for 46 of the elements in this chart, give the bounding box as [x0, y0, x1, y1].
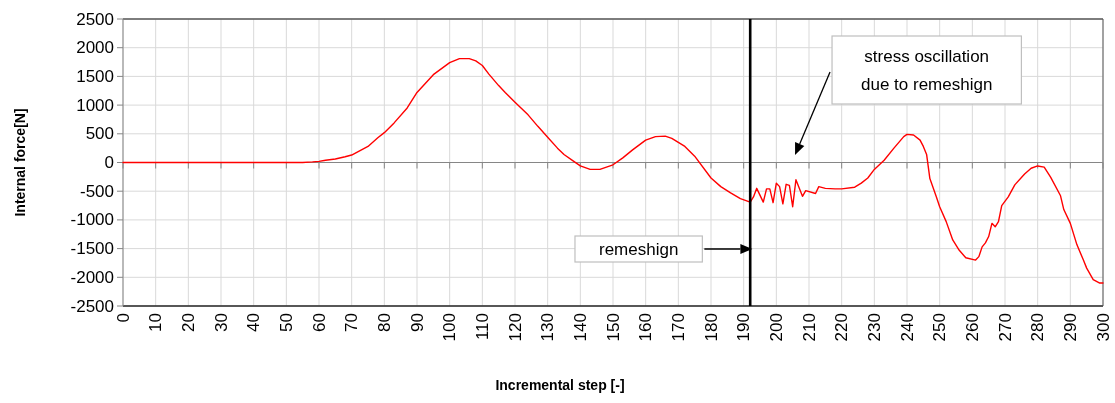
x-tick-label: 90 — [407, 313, 427, 332]
x-tick-label: 250 — [930, 313, 950, 342]
x-tick-label: 200 — [766, 313, 786, 342]
x-tick-label: 230 — [864, 313, 884, 342]
x-tick-label: 180 — [701, 313, 721, 342]
x-tick-label: 110 — [472, 313, 492, 341]
y-tick-label: -500 — [79, 181, 114, 201]
y-tick-label: -2000 — [70, 267, 114, 287]
y-tick-label: 1500 — [76, 66, 114, 86]
y-tick-label: 2000 — [76, 38, 114, 58]
x-tick-label: 270 — [995, 313, 1015, 342]
y-axis-title: Internal force[N] — [12, 108, 28, 217]
x-tick-label: 160 — [636, 313, 656, 342]
x-tick-label: 210 — [799, 313, 819, 342]
x-tick-label: 220 — [832, 313, 852, 342]
x-tick-label: 40 — [244, 313, 264, 332]
y-tick-label: 0 — [104, 153, 114, 172]
x-tick-label: 70 — [342, 313, 362, 332]
x-axis-title: Incremental step [-] — [495, 377, 625, 393]
x-tick-label: 260 — [962, 313, 982, 342]
x-tick-label: 10 — [146, 313, 166, 332]
y-tick-label: 500 — [85, 124, 114, 144]
x-tick-label: 60 — [309, 313, 329, 332]
annotation: remeshign — [598, 239, 679, 259]
y-tick-label: 2500 — [76, 9, 114, 29]
x-tick-label: 150 — [603, 313, 623, 342]
x-tick-label: 300 — [1093, 313, 1113, 342]
annotation: stress oscillation due to remeshign — [861, 46, 993, 94]
x-tick-label: 50 — [276, 313, 296, 332]
x-tick-label: 190 — [734, 313, 754, 342]
y-tick-label: -1000 — [70, 210, 114, 230]
x-tick-label: 140 — [570, 313, 590, 342]
y-tick-label: -1500 — [70, 239, 114, 259]
y-tick-label: 1000 — [76, 95, 114, 115]
x-tick-label: 130 — [538, 313, 558, 342]
x-tick-label: 30 — [211, 313, 231, 332]
x-tick-label: 20 — [178, 313, 198, 332]
x-tick-label: 290 — [1060, 313, 1080, 342]
x-tick-label: 100 — [440, 313, 460, 342]
x-tick-label: 80 — [374, 313, 394, 332]
x-tick-label: 0 — [113, 313, 133, 323]
x-tick-label: 120 — [505, 313, 525, 342]
x-tick-label: 280 — [1028, 313, 1048, 342]
x-tick-label: 170 — [668, 313, 688, 342]
x-tick-label: 240 — [897, 313, 917, 342]
y-tick-label: -2500 — [70, 296, 114, 316]
